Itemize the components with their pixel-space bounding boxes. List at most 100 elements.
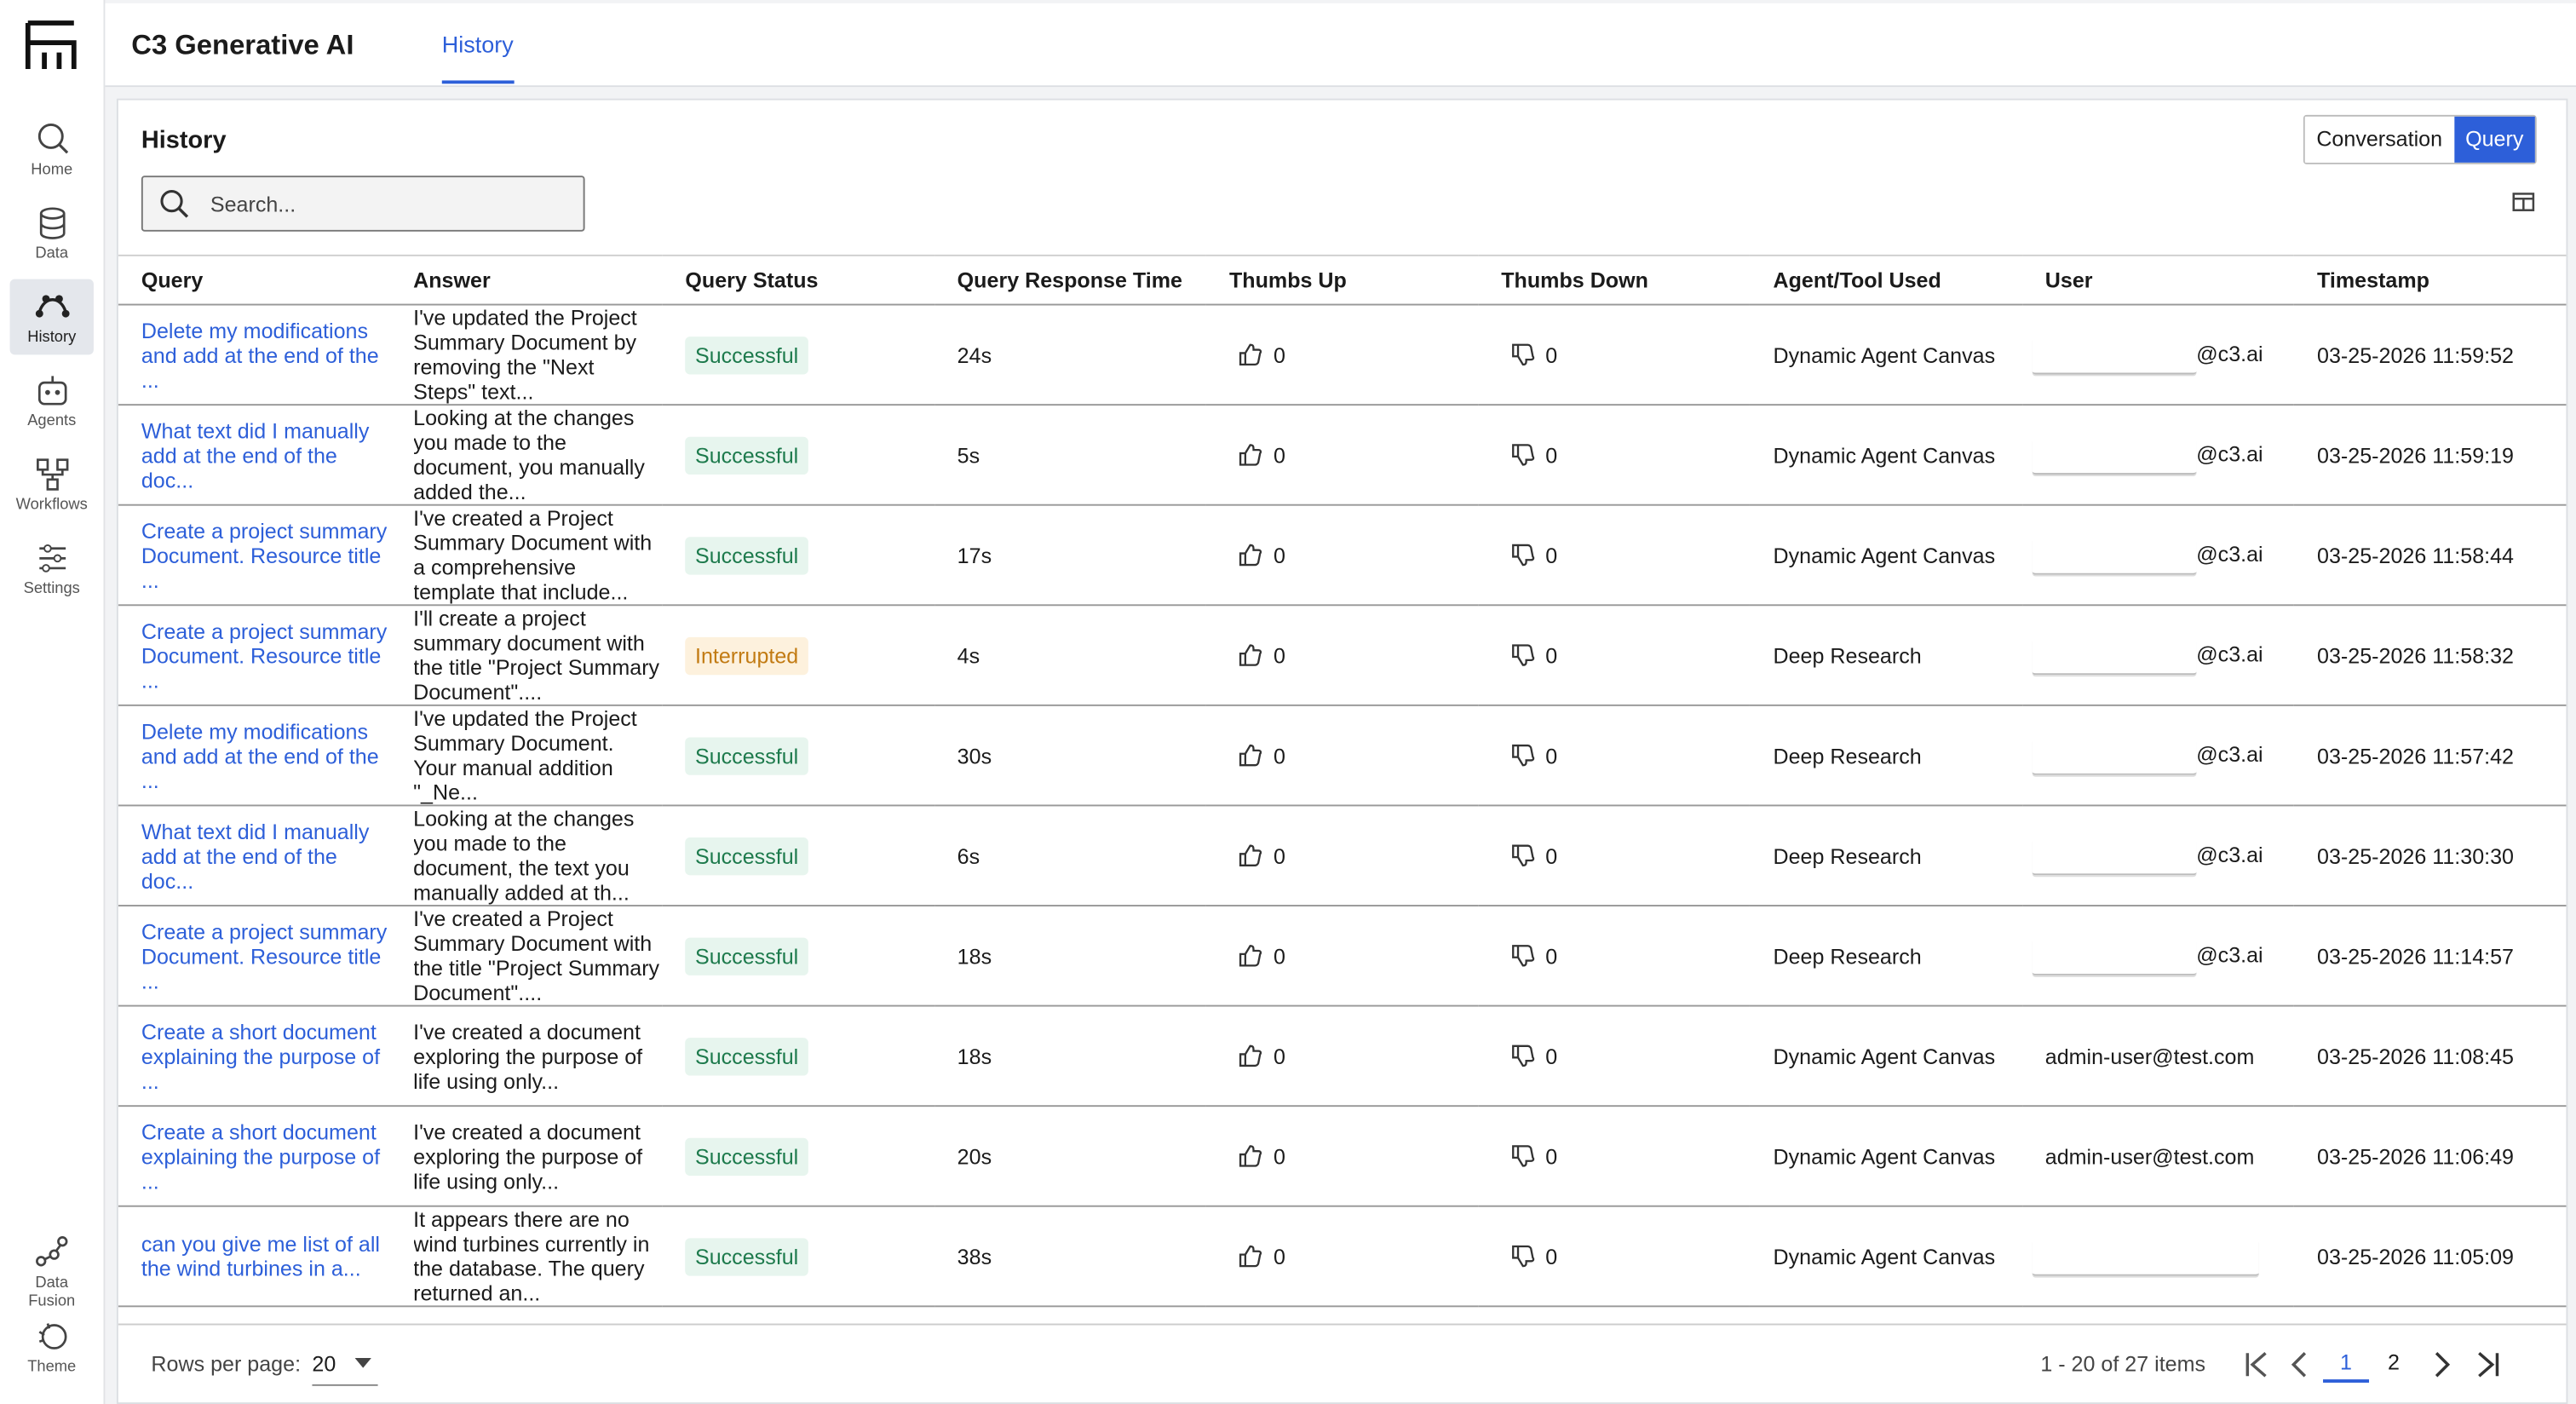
thumb-icon (1239, 443, 1262, 465)
query-link[interactable]: Create a project summary Document. Resou… (141, 918, 388, 993)
query-link[interactable]: Delete my modifications and add at the e… (141, 317, 379, 392)
thumbs-up[interactable]: 0 (1274, 743, 1285, 768)
redacted-user (2032, 1237, 2259, 1275)
view-toggle: Conversation Query (2303, 114, 2537, 164)
thumbs-up[interactable]: 0 (1274, 543, 1285, 567)
table-cell (118, 1306, 391, 1324)
answer-text: Looking at the changes you made to the d… (413, 806, 635, 906)
table-row: Delete my modifications and add at the e… (118, 705, 2567, 807)
table-cell: 0 (1478, 504, 1751, 607)
table-row: Create a project summary Document. Resou… (118, 605, 2567, 706)
thumbs-up[interactable]: 0 (1274, 342, 1285, 367)
table-cell: Looking at the changes you made to the d… (390, 405, 663, 506)
table-cell: Successful (662, 504, 934, 607)
table-cell: Dynamic Agent Canvas (1750, 1005, 2022, 1108)
nav-item[interactable]: Data Fusion (10, 1225, 94, 1310)
nav-item[interactable]: Settings (10, 531, 94, 607)
table-cell (2021, 1205, 2295, 1308)
thumbs-up[interactable]: 0 (1274, 843, 1285, 868)
table-cell: 0 (1205, 1205, 1479, 1308)
thumb-icon (1511, 1144, 1534, 1166)
table-cell: Successful (662, 304, 934, 406)
table-cell: Successful (662, 906, 934, 1007)
thumbs-down[interactable]: 0 (1545, 642, 1558, 668)
columns-icon[interactable] (2512, 193, 2535, 212)
thumbs-up[interactable]: 0 (1274, 1143, 1285, 1169)
query-link[interactable]: can you give me list of all the wind tur… (141, 1231, 380, 1281)
search-icon (160, 190, 189, 218)
table-cell: 0 (1478, 405, 1751, 506)
column-header: Agent/Tool Used (1750, 254, 2022, 306)
table-cell (1205, 1306, 1479, 1324)
table-cell: 4s (934, 605, 1206, 706)
answer-text: I've created a Project Summary Document … (413, 505, 653, 605)
query-link[interactable]: Create a project summary Document. Resou… (141, 518, 388, 592)
table-cell: Deep Research (1750, 906, 2022, 1007)
table-cell: Create a short document explaining the p… (118, 1005, 391, 1108)
table-row: What text did I manually add at the end … (118, 805, 2567, 906)
table-cell: admin-user@test.com (2021, 1005, 2295, 1108)
thumbs-down[interactable]: 0 (1545, 943, 1558, 969)
table-cell: Create a project summary Document. Resou… (118, 906, 391, 1007)
table-cell: 0 (1205, 605, 1479, 706)
nav-label: Theme (27, 1358, 77, 1377)
nav-icon (37, 124, 68, 154)
nav-item[interactable]: History (9, 279, 94, 355)
rows-per-page-select[interactable]: 20 (312, 1351, 378, 1386)
answer-text: Looking at the changes you made to the d… (413, 406, 645, 504)
pager-arrows[interactable] (2243, 1349, 2506, 1379)
tab[interactable]: History (441, 31, 514, 58)
query-link[interactable]: What text did I manually add at the end … (141, 818, 370, 893)
nav-item[interactable]: Theme (10, 1309, 94, 1384)
query-link[interactable]: Create a project summary Document. Resou… (141, 618, 388, 693)
thumbs-down[interactable]: 0 (1545, 442, 1558, 468)
thumb-icon (1511, 643, 1534, 665)
cell-text: 03-25-2026 11:14:57 (2317, 943, 2514, 969)
query-link[interactable]: Create a short document explaining the p… (141, 1019, 381, 1093)
table-cell: 0 (1205, 906, 1479, 1007)
nav-item[interactable]: Workflows (10, 446, 94, 522)
column-header: Thumbs Up (1205, 254, 1479, 306)
status-badge: Successful (685, 936, 808, 975)
thumbs-down[interactable]: 0 (1545, 543, 1558, 567)
thumbs-down[interactable]: 0 (1545, 1244, 1558, 1269)
search-box[interactable]: Search... (141, 176, 585, 232)
thumbs-down[interactable]: 0 (1545, 342, 1558, 367)
table-cell: @c3.ai (2021, 805, 2295, 906)
thumbs-up[interactable]: 0 (1274, 642, 1285, 668)
thumbs-down[interactable]: 0 (1545, 1043, 1558, 1068)
toggle-query[interactable]: Query (2453, 116, 2535, 163)
table-cell: 20s (934, 1106, 1206, 1207)
thumbs-down[interactable]: 0 (1545, 1143, 1558, 1169)
table-cell: Successful (662, 1106, 934, 1207)
cell-text: 03-25-2026 11:57:42 (2317, 743, 2514, 768)
thumbs-up[interactable]: 0 (1274, 1244, 1285, 1269)
thumbs-up[interactable]: 0 (1274, 943, 1285, 969)
nav-item[interactable]: Agents (10, 363, 94, 439)
redacted-user (2032, 436, 2197, 475)
user: @c3.ai (2196, 540, 2263, 566)
thumbs-up[interactable]: 0 (1274, 1043, 1285, 1068)
table-cell: I've updated the Project Summary Documen… (390, 304, 663, 406)
table-cell: 03-25-2026 11:58:32 (2294, 605, 2567, 706)
page-1[interactable]: 1 (2323, 1349, 2370, 1383)
cell-text: Deep Research (1773, 843, 1922, 868)
table-wrap: Query Answer Query Status Query Response Ti… (118, 254, 2567, 1324)
thumb-icon (1239, 1244, 1262, 1267)
table-cell: 03-25-2026 11:59:19 (2294, 405, 2567, 506)
toggle-conversation[interactable]: Conversation (2304, 116, 2454, 163)
header-row: Query Answer Query Status Query Response Ti… (118, 254, 2567, 306)
thumb-icon (1239, 843, 1262, 866)
query-link[interactable]: What text did I manually add at the end … (141, 417, 370, 492)
nav-label: Data (35, 245, 69, 263)
thumbs-down[interactable]: 0 (1545, 743, 1558, 768)
page-2[interactable]: 2 (2387, 1349, 2400, 1375)
thumbs-down[interactable]: 0 (1545, 843, 1558, 868)
query-link[interactable]: Create a short document explaining the p… (141, 1119, 381, 1194)
nav-item[interactable]: Home (10, 112, 94, 187)
answer-text: I've updated the Project Summary Documen… (413, 705, 637, 805)
nav-item[interactable]: Data (10, 195, 94, 271)
query-link[interactable]: Delete my modifications and add at the e… (141, 718, 379, 793)
answer-text: I've updated the Project Summary Documen… (413, 305, 637, 405)
thumbs-up[interactable]: 0 (1274, 442, 1285, 468)
